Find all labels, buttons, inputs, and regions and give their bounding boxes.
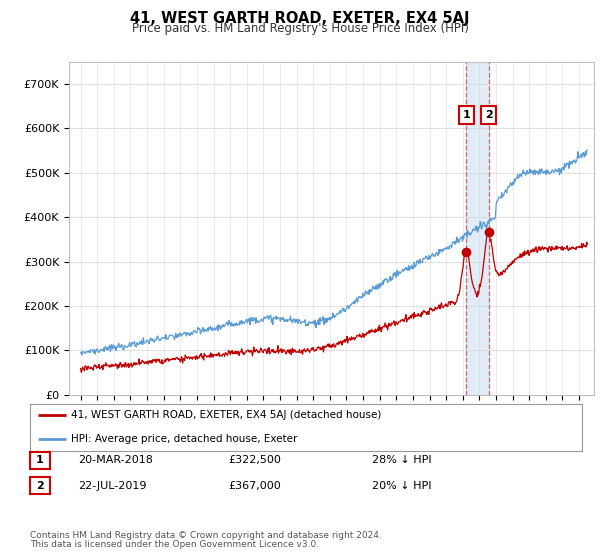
Text: HPI: Average price, detached house, Exeter: HPI: Average price, detached house, Exet… [71, 433, 298, 444]
Text: £367,000: £367,000 [228, 480, 281, 491]
Bar [466, 62, 488, 395]
Text: This data is licensed under the Open Government Licence v3.0.: This data is licensed under the Open Gov… [30, 540, 319, 549]
Text: 20% ↓ HPI: 20% ↓ HPI [372, 480, 431, 491]
Text: 2: 2 [485, 110, 493, 120]
Text: 41, WEST GARTH ROAD, EXETER, EX4 5AJ (detached house): 41, WEST GARTH ROAD, EXETER, EX4 5AJ (de… [71, 410, 382, 421]
Text: 1: 1 [463, 110, 470, 120]
Text: 28% ↓ HPI: 28% ↓ HPI [372, 455, 431, 465]
Text: 1: 1 [36, 455, 44, 465]
Text: £322,500: £322,500 [228, 455, 281, 465]
Text: 22-JUL-2019: 22-JUL-2019 [78, 480, 146, 491]
Text: Contains HM Land Registry data © Crown copyright and database right 2024.: Contains HM Land Registry data © Crown c… [30, 531, 382, 540]
Text: Price paid vs. HM Land Registry's House Price Index (HPI): Price paid vs. HM Land Registry's House … [131, 22, 469, 35]
Text: 2: 2 [36, 480, 44, 491]
Text: 41, WEST GARTH ROAD, EXETER, EX4 5AJ: 41, WEST GARTH ROAD, EXETER, EX4 5AJ [130, 11, 470, 26]
Text: 20-MAR-2018: 20-MAR-2018 [78, 455, 153, 465]
